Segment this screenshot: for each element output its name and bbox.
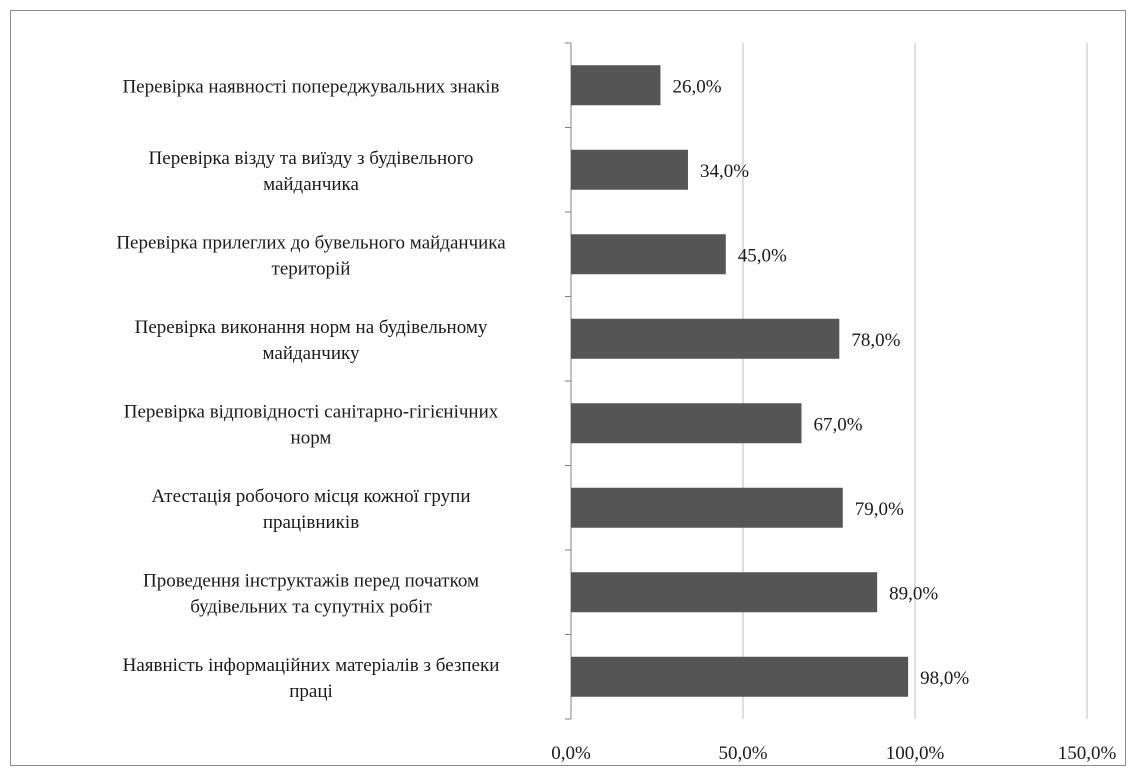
data-label: 34,0% [700, 161, 749, 182]
bar-chart: 0,0% 50,0% 100,0% 150,0% 26,0% Перевірка наяв… [116, 42, 1117, 764]
category-label-line: Перевірка відповідності санітарно-гігієн… [124, 401, 499, 422]
category-label-line: будівельних та супутніх робіт [190, 596, 432, 617]
category-label-line: Наявність інформаційних матеріалів з без… [123, 655, 500, 676]
data-label: 78,0% [851, 330, 900, 351]
bar [571, 572, 878, 613]
bar [571, 403, 802, 444]
data-label: 67,0% [813, 414, 862, 435]
x-tick-label: 150,0% [1058, 743, 1117, 764]
category-label-line: Перевірка наявності попереджувальних зна… [122, 76, 499, 97]
bar [571, 318, 840, 359]
x-tick-label: 0,0% [551, 743, 591, 764]
category-label: Перевірка прилеглих до бувельного майдан… [116, 232, 506, 279]
category-label-line: територій [272, 258, 351, 279]
x-tick-label: 100,0% [886, 743, 945, 764]
category-label-line: Атестація робочого місця кожної групи [151, 486, 470, 507]
x-tick-label: 50,0% [718, 743, 767, 764]
category-label: Наявність інформаційних матеріалів з без… [123, 655, 500, 702]
data-label: 79,0% [855, 499, 904, 520]
category-label-line: майданчика [263, 174, 359, 195]
data-label: 26,0% [672, 76, 721, 97]
category-label-line: Перевірка візду та виїзду з будівельного [149, 148, 474, 169]
category-label: Перевірка виконання норм на будівельному… [135, 317, 488, 364]
data-label: 89,0% [889, 583, 938, 604]
category-label-line: Перевірка прилеглих до бувельного майдан… [116, 232, 506, 253]
category-label-line: Перевірка виконання норм на будівельному [135, 317, 488, 338]
bar [571, 65, 661, 106]
bar [571, 149, 688, 190]
data-label: 98,0% [920, 668, 969, 689]
category-label: Перевірка відповідності санітарно-гігієн… [124, 401, 499, 448]
category-label-line: праці [289, 681, 333, 702]
bar [571, 234, 726, 275]
category-label-line: норм [291, 427, 332, 448]
category-label: Атестація робочого місця кожної групи пра… [151, 486, 470, 533]
category-label: Перевірка візду та виїзду з будівельного… [149, 148, 474, 195]
category-label-line: Проведення інструктажів перед початком [143, 570, 479, 591]
category-label: Перевірка наявності попереджувальних зна… [122, 76, 499, 97]
category-label-line: майданчику [263, 343, 360, 364]
data-label: 45,0% [738, 245, 787, 266]
bar [571, 487, 843, 528]
bar [571, 656, 909, 697]
category-label: Проведення інструктажів перед початком бу… [143, 570, 479, 617]
chart-frame: 0,0% 50,0% 100,0% 150,0% 26,0% Перевірка наяв… [10, 10, 1126, 766]
category-label-line: працівників [263, 512, 359, 533]
